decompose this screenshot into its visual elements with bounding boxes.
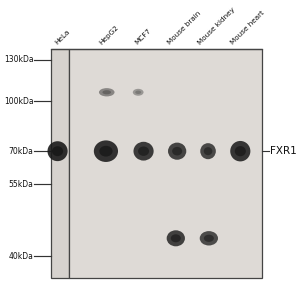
Text: HeLa: HeLa (53, 29, 70, 46)
Text: Mouse brain: Mouse brain (166, 11, 202, 46)
Ellipse shape (200, 231, 218, 245)
Ellipse shape (99, 88, 115, 96)
Ellipse shape (204, 235, 214, 242)
Ellipse shape (103, 90, 111, 94)
Ellipse shape (200, 143, 216, 159)
Text: 40kDa: 40kDa (8, 252, 33, 261)
Text: MCF7: MCF7 (134, 28, 152, 46)
Bar (51, 49, 69, 278)
Text: 100kDa: 100kDa (4, 97, 33, 106)
Text: Mouse kidney: Mouse kidney (197, 6, 237, 46)
Ellipse shape (230, 141, 250, 161)
Text: Mouse heart: Mouse heart (229, 10, 266, 46)
Bar (69, 49, 262, 278)
Ellipse shape (235, 146, 246, 156)
Ellipse shape (134, 142, 154, 160)
Text: 55kDa: 55kDa (8, 180, 33, 189)
Ellipse shape (47, 141, 68, 161)
Text: FXR1: FXR1 (270, 146, 297, 156)
Ellipse shape (167, 230, 185, 246)
Ellipse shape (52, 146, 63, 156)
Ellipse shape (172, 147, 182, 155)
Ellipse shape (135, 91, 141, 94)
Text: 130kDa: 130kDa (4, 55, 33, 64)
Ellipse shape (138, 147, 149, 156)
Text: 70kDa: 70kDa (8, 147, 33, 156)
Text: HepG2: HepG2 (98, 24, 119, 46)
Ellipse shape (204, 147, 212, 155)
Ellipse shape (171, 234, 181, 242)
Ellipse shape (133, 89, 144, 96)
Ellipse shape (94, 140, 118, 162)
Ellipse shape (168, 142, 186, 160)
Ellipse shape (99, 146, 112, 157)
